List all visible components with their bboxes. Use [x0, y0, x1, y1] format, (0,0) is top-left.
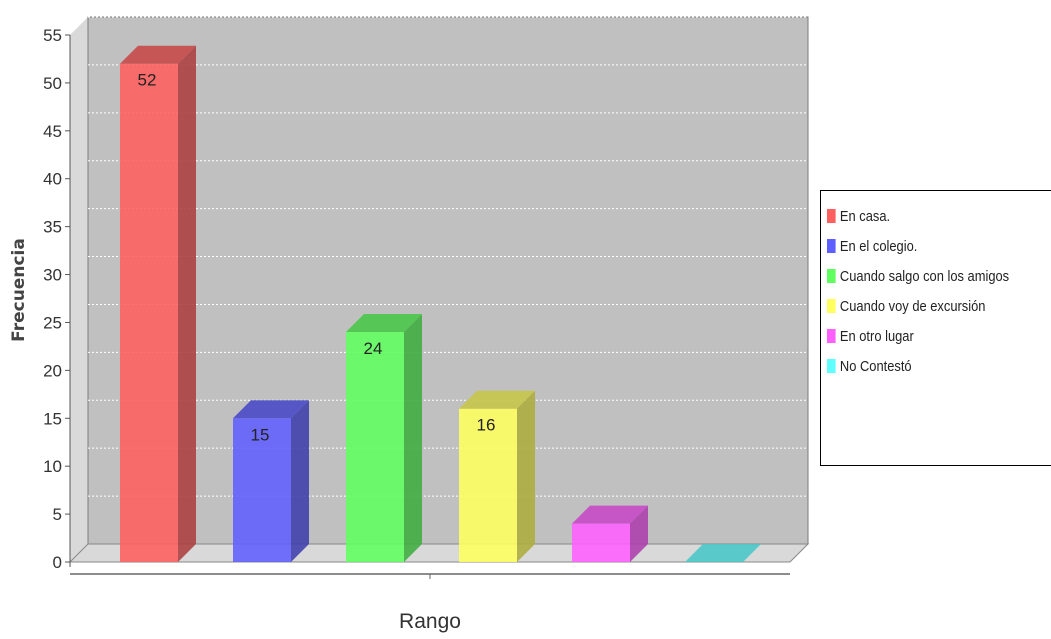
- legend-label: En el colegio.: [839, 237, 918, 255]
- bar: 16: [459, 390, 535, 562]
- plot-side-wall: [70, 17, 88, 562]
- bar-top: [233, 400, 309, 419]
- y-tick-label: 45: [43, 122, 62, 141]
- legend-item: En el colegio.: [827, 231, 1020, 261]
- legend: En casa. En el colegio. Cuando salgo con l…: [820, 190, 1051, 466]
- bar-front: [459, 408, 517, 562]
- legend-item: No Contestó: [827, 351, 1020, 381]
- y-tick-label: 5: [53, 505, 62, 524]
- legend-swatch: [827, 269, 836, 283]
- legend-item: Cuando voy de excursión: [827, 291, 1020, 321]
- y-tick-label: 0: [53, 553, 62, 572]
- bar-front: [572, 523, 630, 562]
- data-label: 24: [364, 339, 383, 358]
- plot-area: [68, 16, 810, 563]
- bar-side: [404, 314, 422, 562]
- legend-label: En casa.: [839, 207, 891, 225]
- bar: 24: [346, 314, 422, 562]
- y-axis-label: Frecuencia: [9, 238, 29, 342]
- bar-side: [178, 45, 196, 562]
- bar-top: [459, 390, 535, 409]
- bar-top: [572, 505, 648, 524]
- bar: 15: [233, 400, 309, 562]
- legend-swatch: [827, 329, 836, 343]
- y-tick-label: 15: [43, 409, 62, 428]
- y-axis: 0 5 10 15 20 25 30 35 40 45 50 55: [43, 26, 71, 572]
- y-tick-label: 25: [43, 313, 62, 332]
- bar-front: [346, 332, 404, 562]
- bar-top: [120, 45, 196, 64]
- legend-swatch: [827, 359, 836, 373]
- y-tick-label: 40: [43, 170, 62, 189]
- bar-top: [685, 544, 761, 562]
- bar-side: [630, 505, 648, 562]
- legend-label: No Contestó: [839, 357, 912, 375]
- y-tick-label: 55: [43, 26, 62, 45]
- bar: [572, 505, 648, 562]
- legend-swatch: [827, 239, 836, 253]
- legend-label: Cuando voy de excursión: [839, 297, 986, 315]
- y-tick-label: 30: [43, 266, 62, 285]
- bar-side: [291, 400, 309, 562]
- plot-back-wall: [87, 16, 809, 545]
- y-tick-label: 20: [43, 361, 62, 380]
- x-axis-label: Rango: [399, 610, 461, 633]
- bar-side: [517, 390, 535, 562]
- x-axis: [70, 573, 790, 579]
- y-tick-label: 10: [43, 457, 62, 476]
- bar: 52: [120, 45, 196, 562]
- bar: [685, 544, 761, 562]
- legend-label: Cuando salgo con los amigos: [839, 267, 1010, 285]
- bars: 52 15 24 16: [120, 45, 761, 562]
- y-tick-label: 50: [43, 74, 62, 93]
- legend-swatch: [827, 209, 836, 223]
- bar-front: [233, 418, 291, 562]
- data-label: 15: [251, 425, 270, 444]
- legend-swatch: [827, 299, 836, 313]
- bar-front: [120, 63, 178, 562]
- data-label: 52: [138, 71, 157, 90]
- legend-label: En otro lugar: [839, 327, 914, 345]
- bar-top: [346, 314, 422, 333]
- y-tick-label: 35: [43, 218, 62, 237]
- legend-item: Cuando salgo con los amigos: [827, 261, 1020, 291]
- legend-item: En otro lugar: [827, 321, 1020, 351]
- legend-item: En casa.: [827, 201, 1020, 231]
- data-label: 16: [477, 416, 496, 435]
